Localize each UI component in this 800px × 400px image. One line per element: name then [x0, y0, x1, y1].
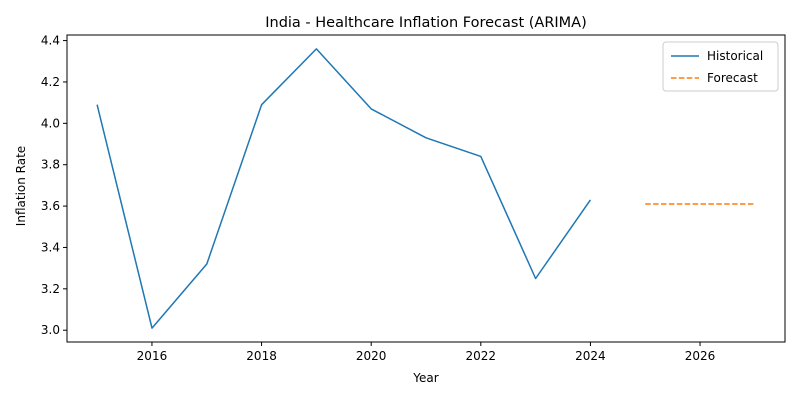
y-tick-label: 3.2: [41, 282, 60, 296]
chart-title: India - Healthcare Inflation Forecast (A…: [265, 15, 587, 31]
x-tick-label: 2022: [466, 349, 497, 363]
x-tick-label: 2024: [575, 349, 606, 363]
x-axis-title: Year: [412, 371, 438, 385]
legend: Historical Forecast: [662, 41, 779, 92]
x-tick-label: 2016: [137, 349, 168, 363]
y-axis: 3.0 3.2 3.4 3.6 3.8 4.0 4.2 4.4: [41, 34, 67, 337]
legend-label-forecast: Forecast: [707, 71, 758, 85]
plot-area: [96, 48, 755, 329]
y-tick-label: 4.0: [41, 116, 60, 130]
y-tick-label: 4.2: [41, 75, 60, 89]
x-tick-label: 2020: [356, 349, 387, 363]
plot-frame: [66, 34, 786, 343]
x-tick-label: 2026: [685, 349, 716, 363]
y-axis-title: Inflation Rate: [14, 146, 28, 226]
y-tick-label: 4.4: [41, 34, 60, 48]
y-tick-label: 3.4: [41, 240, 60, 254]
x-axis: 2016 2018 2020 2022 2024 2026: [137, 342, 716, 363]
x-tick-label: 2018: [246, 349, 277, 363]
y-tick-label: 3.8: [41, 158, 60, 172]
series-line-historical: [96, 48, 592, 329]
y-tick-label: 3.0: [41, 323, 60, 337]
y-tick-label: 3.6: [41, 199, 60, 213]
legend-label-historical: Historical: [707, 49, 763, 63]
